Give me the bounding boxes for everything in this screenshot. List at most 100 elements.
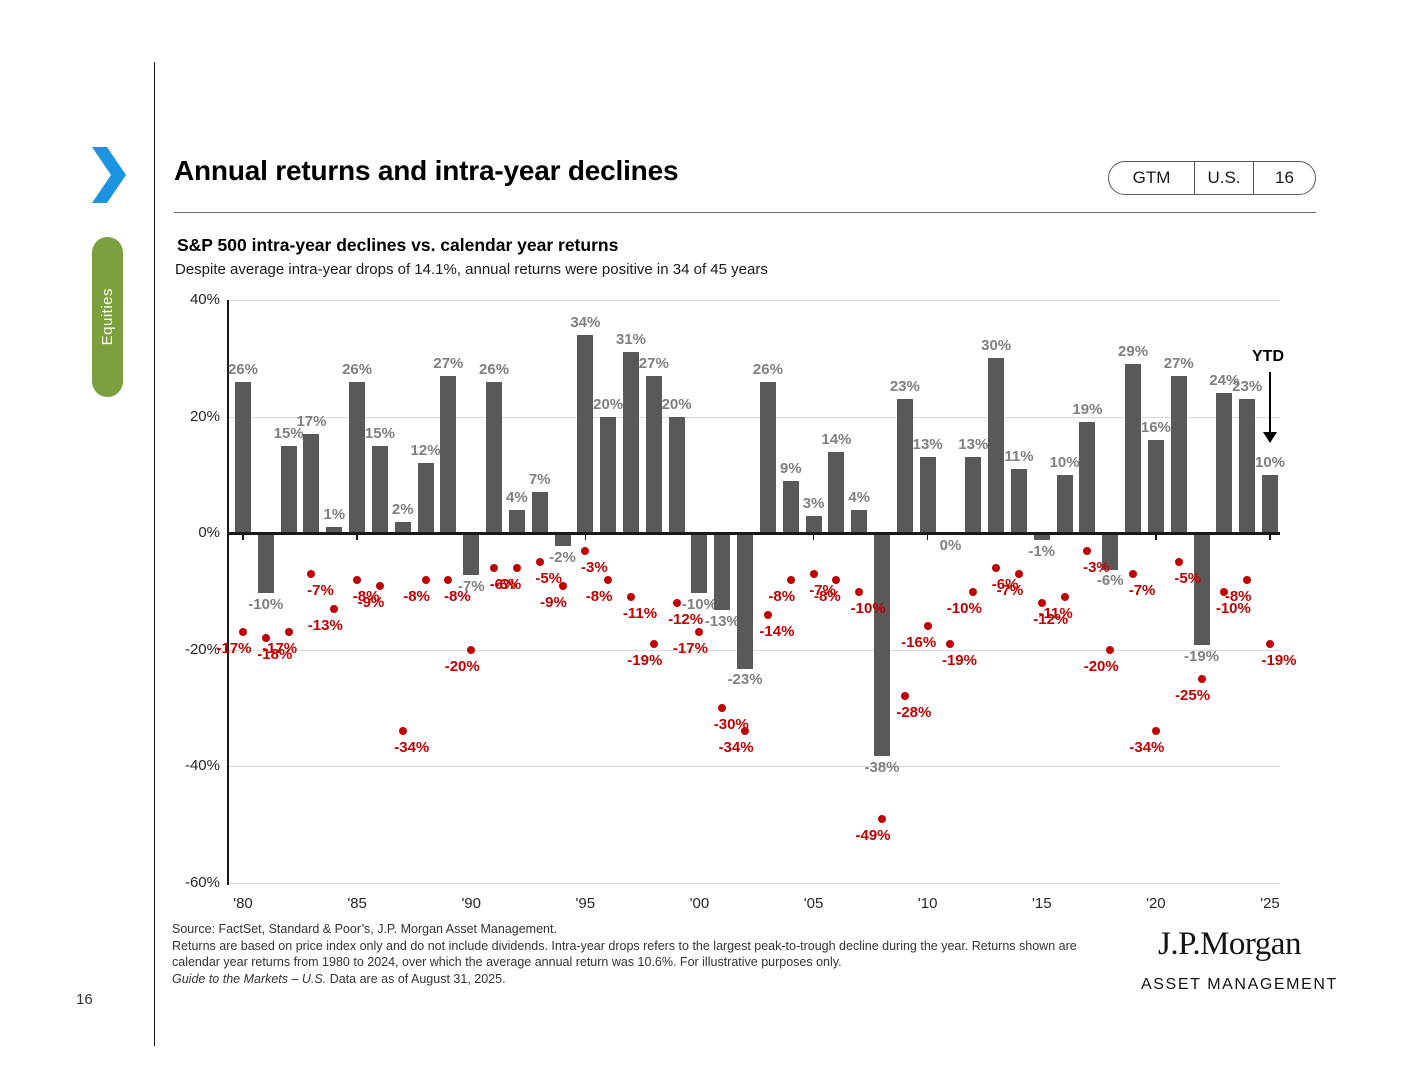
bar-label-1980: 26% xyxy=(227,360,259,378)
bar-label-1988: 12% xyxy=(410,442,441,460)
bar-1992 xyxy=(508,509,525,533)
x-axis-tick xyxy=(926,533,929,541)
decline-dot-2014 xyxy=(1014,570,1023,578)
title-separator xyxy=(174,212,1316,213)
decline-label-1996: -8% xyxy=(585,587,613,605)
decline-label-1987: -34% xyxy=(394,739,430,757)
bar-1990 xyxy=(463,534,480,576)
decline-dot-2002 xyxy=(741,727,750,736)
decline-label-2012: -10% xyxy=(946,599,982,617)
gridline xyxy=(228,883,1280,884)
x-axis-tick-label: '95 xyxy=(575,895,596,912)
decline-dot-1986 xyxy=(375,581,384,590)
bar-label-2015: -1% xyxy=(1028,543,1056,561)
bar-1996 xyxy=(600,416,617,533)
bar-label-2004: 9% xyxy=(779,459,802,477)
bar-1993 xyxy=(531,492,548,533)
decline-dot-2013 xyxy=(992,564,1001,573)
bar-label-2008: -38% xyxy=(864,758,900,776)
decline-dot-2024 xyxy=(1243,575,1252,584)
jpmorgan-logo: J.P.Morgan xyxy=(1158,926,1301,962)
bar-label-2022: -19% xyxy=(1184,647,1220,665)
decline-label-1989: -8% xyxy=(444,587,471,605)
decline-label-1998: -19% xyxy=(627,651,663,669)
bar-1998 xyxy=(645,375,662,533)
decline-label-1981: -18% xyxy=(257,646,293,664)
bar-label-1990: -7% xyxy=(457,578,485,595)
decline-dot-1993 xyxy=(535,558,544,567)
bar-1999 xyxy=(668,416,685,533)
bar-label-1983: 17% xyxy=(296,413,327,431)
source-line-1: Source: FactSet, Standard & Poor’s, J.P.… xyxy=(172,922,557,936)
bar-label-1992: 4% xyxy=(506,488,528,506)
bar-label-2021: 27% xyxy=(1163,354,1194,372)
decline-label-2004: -8% xyxy=(768,587,796,605)
bar-label-2018: -6% xyxy=(1096,572,1124,590)
decline-dot-2008 xyxy=(878,814,887,823)
bar-label-2010: 13% xyxy=(912,436,943,454)
bar-1987 xyxy=(394,521,411,533)
decline-dot-2009 xyxy=(900,692,909,701)
decline-label-2014: -7% xyxy=(996,582,1024,599)
bar-label-1991: 26% xyxy=(479,360,510,378)
decline-dot-2020 xyxy=(1151,727,1160,736)
decline-label-1990: -20% xyxy=(444,657,480,675)
gtm-badge-region: U.S. xyxy=(1194,162,1253,194)
x-axis-zero-line xyxy=(228,532,1280,535)
bar-label-2006: 14% xyxy=(821,430,852,448)
bar-2000 xyxy=(691,534,708,593)
ytd-annotation-label: YTD xyxy=(1252,348,1284,365)
bar-label-2007: 4% xyxy=(848,488,871,506)
decline-dot-2003 xyxy=(763,610,772,619)
sidebar-divider xyxy=(154,62,155,1046)
bar-label-2019: 29% xyxy=(1118,343,1149,361)
chevron-icon xyxy=(92,147,126,203)
decline-label-2025: -19% xyxy=(1261,651,1297,669)
source-line-3: calendar year returns from 1980 to 2024,… xyxy=(172,955,842,969)
decline-dot-2018 xyxy=(1106,645,1115,654)
bar-label-2016: 10% xyxy=(1049,453,1080,471)
bar-label-1986: 15% xyxy=(364,424,395,442)
decline-label-2005: -7% xyxy=(809,582,836,599)
x-axis-tick xyxy=(584,533,587,541)
decline-dot-1998 xyxy=(649,639,658,648)
y-axis-tick-label: 20% xyxy=(189,407,220,425)
bar-1986 xyxy=(371,445,388,533)
chart-subtitle: Despite average intra-year drops of 14.1… xyxy=(175,261,768,278)
decline-label-2006: -8% xyxy=(814,587,841,605)
decline-label-2021: -5% xyxy=(1174,570,1202,588)
bar-2003 xyxy=(759,381,776,533)
bar-label-2012: 13% xyxy=(958,436,989,454)
x-axis-tick xyxy=(242,533,244,541)
gtm-badge-page: 16 xyxy=(1253,162,1315,194)
bar-1983 xyxy=(303,434,320,533)
bar-label-2011: 0% xyxy=(939,537,962,555)
bar-label-1987: 2% xyxy=(391,500,414,518)
bar-label-1981: -10% xyxy=(248,595,284,613)
decline-label-1986: -9% xyxy=(357,593,385,611)
decline-label-1985: -8% xyxy=(352,587,380,605)
decline-dot-1997 xyxy=(626,593,635,602)
decline-label-1994: -9% xyxy=(540,593,567,611)
decline-label-2019: -7% xyxy=(1128,582,1156,599)
decline-label-2020: -34% xyxy=(1129,739,1165,757)
x-axis-tick xyxy=(356,533,358,541)
decline-dot-1989 xyxy=(444,575,453,584)
bar-label-2014: 11% xyxy=(1004,448,1034,466)
source-line-2: Returns are based on price index only an… xyxy=(172,938,1077,953)
decline-label-2013: -6% xyxy=(991,576,1019,594)
decline-dot-2010 xyxy=(923,622,932,631)
bar-label-1989: 27% xyxy=(433,354,464,372)
decline-label-2000: -17% xyxy=(672,640,708,658)
decline-label-2011: -19% xyxy=(941,651,977,669)
bar-1991 xyxy=(486,381,503,533)
decline-label-2009: -28% xyxy=(896,704,932,722)
decline-dot-2011 xyxy=(946,639,955,648)
chart-title: S&P 500 intra-year declines vs. calendar… xyxy=(177,235,619,255)
bar-2001 xyxy=(714,534,731,611)
x-axis-tick-label: '25 xyxy=(1260,895,1280,912)
sidebar-tab-label: Equities xyxy=(99,288,116,346)
decline-dot-2001 xyxy=(718,704,727,713)
bar-2013 xyxy=(988,358,1005,533)
decline-dot-1994 xyxy=(558,581,567,590)
